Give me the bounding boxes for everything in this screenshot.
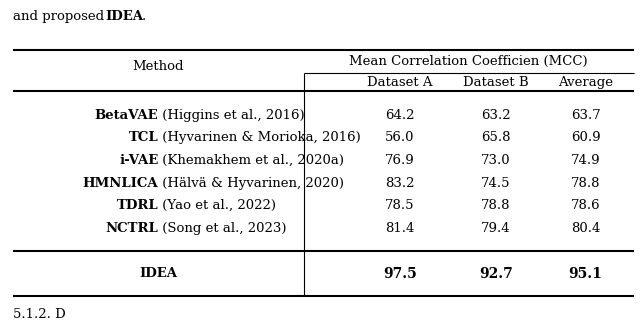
- Text: 63.2: 63.2: [481, 109, 511, 122]
- Text: .: .: [141, 10, 146, 23]
- Text: 78.8: 78.8: [571, 177, 600, 190]
- Text: 64.2: 64.2: [385, 109, 415, 122]
- Text: (Hälvä & Hyvarinen, 2020): (Hälvä & Hyvarinen, 2020): [159, 177, 344, 190]
- Text: TCL: TCL: [129, 131, 159, 144]
- Text: 74.9: 74.9: [571, 154, 600, 167]
- Text: 95.1: 95.1: [569, 267, 602, 281]
- Text: 63.7: 63.7: [571, 109, 600, 122]
- Text: 78.5: 78.5: [385, 199, 415, 212]
- Text: 97.5: 97.5: [383, 267, 417, 281]
- Text: Average: Average: [558, 76, 613, 89]
- Text: 81.4: 81.4: [385, 222, 415, 235]
- Text: i-VAE: i-VAE: [119, 154, 159, 167]
- Text: 73.0: 73.0: [481, 154, 511, 167]
- Text: 5.1.2. D: 5.1.2. D: [13, 308, 65, 321]
- Text: 65.8: 65.8: [481, 131, 511, 144]
- Text: 60.9: 60.9: [571, 131, 600, 144]
- Text: IDEA: IDEA: [140, 267, 177, 280]
- Text: 80.4: 80.4: [571, 222, 600, 235]
- Text: (Yao et al., 2022): (Yao et al., 2022): [159, 199, 276, 212]
- Text: Method: Method: [132, 60, 184, 73]
- Text: 74.5: 74.5: [481, 177, 511, 190]
- Text: NCTRL: NCTRL: [106, 222, 159, 235]
- Text: HMNLICA: HMNLICA: [83, 177, 159, 190]
- Text: 78.6: 78.6: [571, 199, 600, 212]
- Text: Mean Correlation Coefficien (MCC): Mean Correlation Coefficien (MCC): [349, 55, 588, 68]
- Text: BetaVAE: BetaVAE: [95, 109, 159, 122]
- Text: (Hyvarinen & Morioka, 2016): (Hyvarinen & Morioka, 2016): [159, 131, 361, 144]
- Text: and proposed: and proposed: [13, 10, 108, 23]
- Text: 76.9: 76.9: [385, 154, 415, 167]
- Text: (Song et al., 2023): (Song et al., 2023): [159, 222, 287, 235]
- Text: IDEA: IDEA: [106, 10, 143, 23]
- Text: Dataset A: Dataset A: [367, 76, 433, 89]
- Text: (Higgins et al., 2016): (Higgins et al., 2016): [159, 109, 305, 122]
- Text: (Khemakhem et al., 2020a): (Khemakhem et al., 2020a): [159, 154, 344, 167]
- Text: 79.4: 79.4: [481, 222, 511, 235]
- Text: 83.2: 83.2: [385, 177, 415, 190]
- Text: TDRL: TDRL: [116, 199, 159, 212]
- Text: Dataset B: Dataset B: [463, 76, 529, 89]
- Text: 78.8: 78.8: [481, 199, 511, 212]
- Text: 92.7: 92.7: [479, 267, 513, 281]
- Text: 56.0: 56.0: [385, 131, 415, 144]
